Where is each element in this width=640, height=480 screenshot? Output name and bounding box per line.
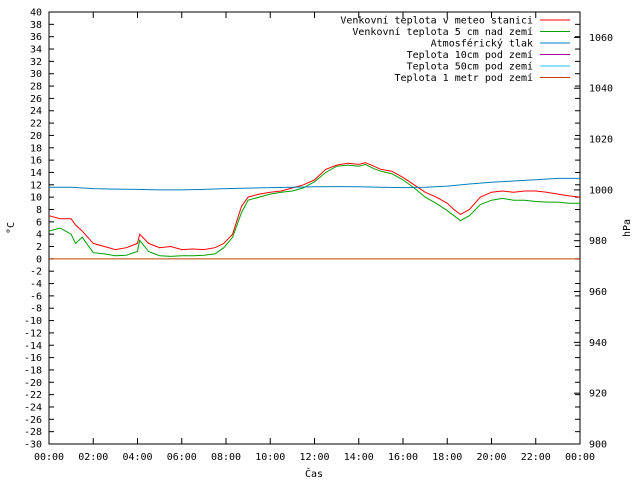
x-axis-tick-label: 06:00 — [167, 452, 197, 463]
series-lines — [48, 162, 581, 260]
x-axis-tick-label: 02:00 — [78, 452, 108, 463]
x-axis-tick-label: 00:00 — [34, 452, 64, 463]
left-axis-tick-label: -2 — [30, 267, 42, 278]
x-axis-tick-label: 16:00 — [388, 452, 418, 463]
right-axis-tick-label: 960 — [589, 287, 607, 298]
left-axis-tick-label: -10 — [24, 316, 42, 327]
left-axis-tick-label: 22 — [30, 119, 42, 130]
left-axis-tick-label: 20 — [30, 131, 42, 142]
right-axis-tick-label: 980 — [589, 236, 607, 247]
right-axis-tick-label: 1040 — [589, 84, 613, 95]
left-axis-tick-label: 26 — [30, 94, 42, 105]
series-line — [49, 177, 580, 191]
x-axis-tick-label: 08:00 — [211, 452, 241, 463]
left-axis-tick-label: -30 — [24, 440, 42, 451]
x-axis-tick-label: 10:00 — [255, 452, 285, 463]
left-axis-tick-label: 6 — [36, 217, 42, 228]
left-axis-tick-label: 4 — [36, 230, 42, 241]
left-axis-tick-label: -4 — [30, 279, 42, 290]
x-axis-tick-label: 22:00 — [521, 452, 551, 463]
right-axis-tick-label: 940 — [589, 338, 607, 349]
left-axis-tick-label: 40 — [30, 8, 42, 19]
right-axis-tick-label: 1020 — [589, 135, 613, 146]
left-axis-tick-label: -12 — [24, 328, 42, 339]
x-axis-tick-label: 18:00 — [432, 452, 462, 463]
legend-label: Teplota 50cm pod zemí — [407, 61, 533, 73]
legend-label: Teplota 10cm pod zemí — [407, 49, 533, 61]
left-axis-tick-label: -24 — [24, 402, 42, 413]
right-axis-tick-label: 900 — [589, 440, 607, 451]
left-axis-tick-label: -14 — [24, 341, 42, 352]
x-axis-tick-label: 04:00 — [122, 452, 152, 463]
x-axis: 00:00 02:00 04:00 06:00 08:00 10:00 12:00 14:00… — [34, 12, 595, 463]
left-axis-tick-label: 10 — [30, 193, 42, 204]
legend-label: Teplota 1 metr pod zemí — [395, 72, 533, 84]
y-axis-label-right: hPa — [622, 219, 633, 237]
left-axis-tick-label: 18 — [30, 143, 42, 154]
left-axis-tick-label: -20 — [24, 378, 42, 389]
left-axis-tick-label: 14 — [30, 168, 42, 179]
left-axis-tick-label: -8 — [30, 304, 42, 315]
x-axis-label: Čas — [305, 467, 323, 480]
left-axis-tick-label: 32 — [30, 57, 42, 68]
legend: Venkovní teplota v meteo staniciVenkovní… — [340, 15, 570, 84]
legend-label: Atmosférický tlak — [431, 38, 533, 50]
left-axis-tick-label: -18 — [24, 365, 42, 376]
left-axis-tick-label: -6 — [30, 291, 42, 302]
x-axis-tick-label: 12:00 — [299, 452, 329, 463]
left-axis-tick-label: 8 — [36, 205, 42, 216]
right-axis-tick-label: 1060 — [589, 33, 613, 44]
left-axis-tick-label: 2 — [36, 242, 42, 253]
left-axis-tick-label: 30 — [30, 69, 42, 80]
left-axis-tick-label: 28 — [30, 82, 42, 93]
left-axis-tick-label: 38 — [30, 20, 42, 31]
left-axis-tick-label: 0 — [36, 254, 42, 265]
left-axis-tick-label: -28 — [24, 427, 42, 438]
left-axis-tick-label: 12 — [30, 180, 42, 191]
series-line — [48, 163, 580, 257]
right-axis: 900 920 940 960 980 1000 1020 1040 1060 — [574, 33, 613, 451]
left-axis-tick-label: -26 — [24, 415, 42, 426]
left-axis-tick-label: 36 — [30, 32, 42, 43]
right-axis-tick-label: 920 — [589, 389, 607, 400]
left-axis-tick-label: 34 — [30, 45, 42, 56]
y-axis-label-left: °C — [6, 222, 17, 234]
x-axis-tick-label: 00:00 — [565, 452, 595, 463]
left-axis-tick-label: -16 — [24, 353, 42, 364]
left-axis-tick-label: 16 — [30, 156, 42, 167]
x-axis-tick-label: 20:00 — [476, 452, 506, 463]
legend-label: Venkovní teplota v meteo stanici — [340, 15, 533, 27]
left-axis-tick-label: -22 — [24, 390, 42, 401]
left-axis-tick-label: 24 — [30, 106, 42, 117]
x-axis-tick-label: 14:00 — [344, 452, 374, 463]
series-line — [48, 162, 581, 251]
left-axis: -30-28-26-24-22-20-18-16-14-12-10-8-6-4-… — [24, 8, 580, 451]
right-axis-tick-label: 1000 — [589, 185, 613, 196]
legend-label: Venkovní teplota 5 cm nad zemí — [352, 26, 533, 38]
